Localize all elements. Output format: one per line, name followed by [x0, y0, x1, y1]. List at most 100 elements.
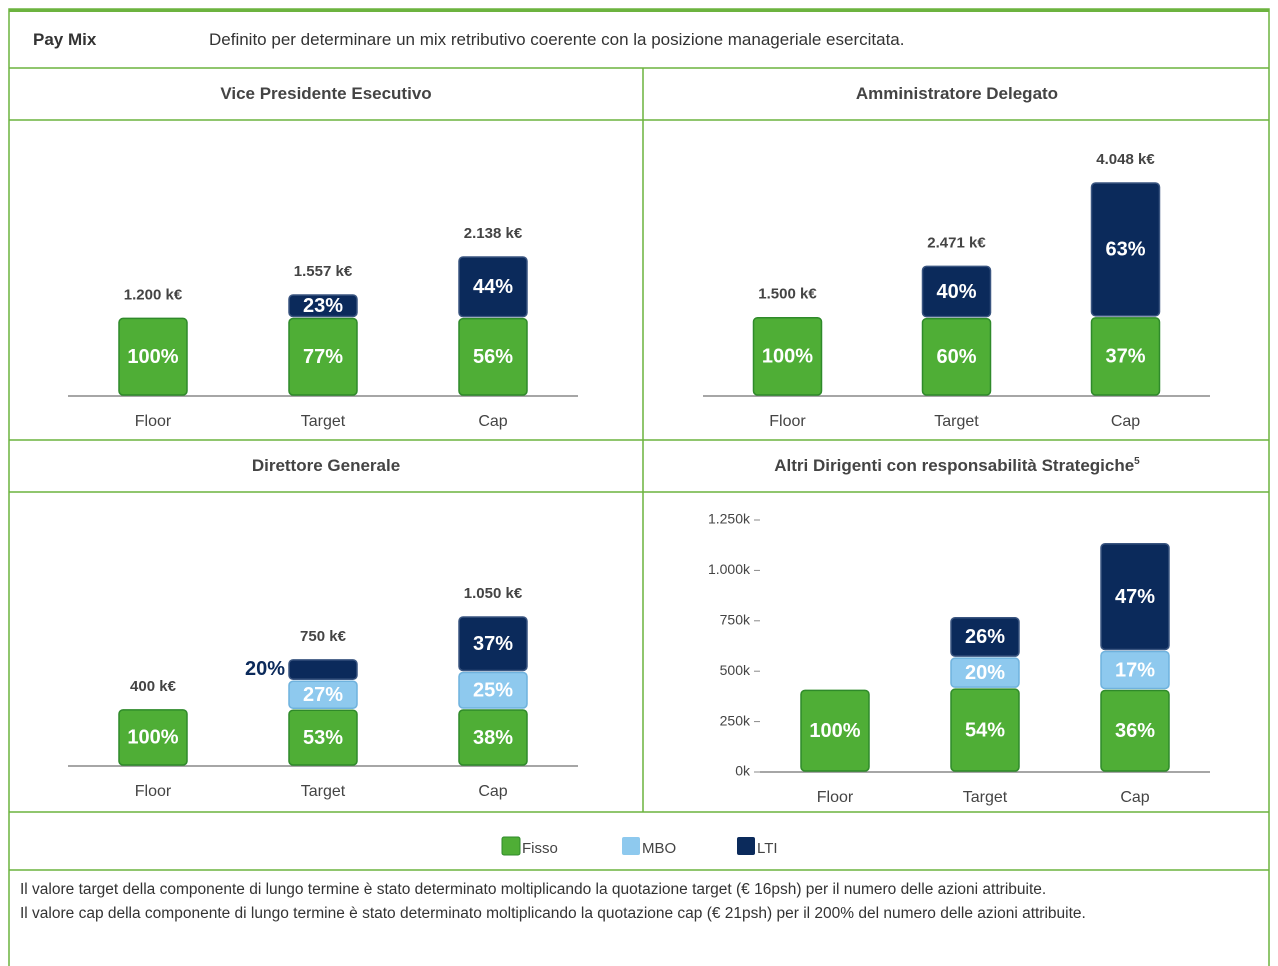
- bar-segment: [458, 616, 528, 672]
- total-label: 2.138 k€: [464, 225, 523, 242]
- value-label: 26%: [965, 626, 1005, 648]
- bar-segment: [288, 317, 358, 396]
- total-label: 2.471 k€: [927, 234, 986, 251]
- value-label: 44%: [473, 276, 513, 298]
- legend-label: LTI: [757, 840, 778, 857]
- chart-title: Altri Dirigenti con responsabilità Strat…: [774, 456, 1140, 476]
- chart-title: Vice Presidente Esecutivo: [220, 84, 431, 103]
- x-tick-label: Cap: [1111, 413, 1140, 430]
- title-note: 5: [1134, 456, 1140, 467]
- value-label: 53%: [303, 727, 343, 749]
- value-label: 100%: [809, 720, 860, 742]
- legend-swatch: [501, 836, 521, 856]
- legend-label: Fisso: [522, 840, 558, 857]
- value-label: 36%: [1115, 720, 1155, 742]
- title-text: Amministratore Delegato: [856, 84, 1058, 103]
- value-label: 27%: [303, 684, 343, 706]
- value-label: 23%: [303, 295, 343, 317]
- bar-segment: [1090, 317, 1161, 396]
- x-tick-label: Floor: [135, 413, 172, 430]
- value-label: 56%: [473, 346, 513, 368]
- bar-segment: [1100, 543, 1170, 651]
- title-text: Direttore Generale: [252, 456, 400, 475]
- chart-title: Direttore Generale: [252, 456, 400, 475]
- bar-segment: [950, 657, 1020, 688]
- header-text: Definito per determinare un mix retribut…: [209, 30, 905, 49]
- value-label: 63%: [1105, 239, 1145, 261]
- y-tick-label: 250k: [720, 712, 751, 728]
- bar-segment: [458, 671, 528, 709]
- title-text: Altri Dirigenti con responsabilità Strat…: [774, 456, 1134, 475]
- value-label: 77%: [303, 346, 343, 368]
- bar-segment: [950, 617, 1020, 657]
- total-label: 4.048 k€: [1096, 151, 1155, 168]
- x-tick-label: Target: [301, 783, 346, 800]
- bar-segment: [800, 689, 870, 772]
- total-label: 1.050 k€: [464, 585, 523, 602]
- value-label: 100%: [127, 727, 178, 749]
- total-label: 400 k€: [130, 678, 177, 695]
- legend-swatch: [622, 837, 640, 855]
- x-tick-label: Floor: [817, 789, 854, 806]
- value-label: 17%: [1115, 659, 1155, 681]
- value-label: 40%: [936, 281, 976, 303]
- title-text: Vice Presidente Esecutivo: [220, 84, 431, 103]
- bar-segment: [458, 256, 528, 318]
- x-tick-label: Target: [934, 413, 979, 430]
- bar-segment: [288, 294, 358, 318]
- footnote: Il valore target della componente di lun…: [20, 878, 1258, 926]
- bar-segment: [752, 316, 823, 396]
- x-tick-label: Target: [963, 789, 1008, 806]
- value-label: 25%: [473, 680, 513, 702]
- x-tick-label: Cap: [478, 783, 507, 800]
- total-label: 750 k€: [300, 628, 347, 645]
- bar-segment: [950, 688, 1020, 772]
- value-label: 47%: [1115, 586, 1155, 608]
- total-label: 1.200 k€: [124, 286, 183, 303]
- value-label: 38%: [473, 727, 513, 749]
- total-label: 1.500 k€: [758, 286, 817, 303]
- x-tick-label: Cap: [1120, 789, 1149, 806]
- value-label: 60%: [936, 346, 976, 368]
- y-tick-label: 1.250k: [708, 511, 751, 527]
- legend-label: MBO: [642, 840, 676, 857]
- bar-segment: [921, 265, 992, 318]
- value-label: 20%: [965, 662, 1005, 684]
- bar-segment: [288, 709, 358, 766]
- borders: [8, 8, 1270, 966]
- bar-segment: [458, 317, 528, 396]
- bar-segment: [921, 317, 992, 396]
- chart-title: Amministratore Delegato: [856, 84, 1058, 103]
- outer-border: [8, 8, 1270, 966]
- y-tick-label: 1.000k: [708, 561, 751, 577]
- value-label: 37%: [473, 633, 513, 655]
- footnote-line: Il valore cap della componente di lungo …: [20, 905, 1086, 922]
- x-tick-label: Cap: [478, 413, 507, 430]
- total-label: 1.557 k€: [294, 263, 353, 280]
- x-tick-label: Floor: [135, 783, 172, 800]
- bar-segment: [1100, 689, 1170, 772]
- header-label: Pay Mix: [33, 30, 97, 49]
- y-tick-label: 750k: [720, 612, 751, 628]
- legend-swatch: [737, 837, 755, 855]
- bar-segment: [118, 709, 188, 766]
- bar-segment: [1090, 182, 1161, 317]
- value-label: 100%: [762, 346, 813, 368]
- y-tick-label: 500k: [720, 662, 751, 678]
- bar-segment: [118, 317, 188, 396]
- x-tick-label: Floor: [769, 413, 806, 430]
- value-label: 54%: [965, 719, 1005, 741]
- top-band: [9, 9, 1269, 12]
- x-tick-label: Target: [301, 413, 346, 430]
- bar-segment: [288, 680, 358, 709]
- bar-segment: [458, 709, 528, 766]
- bar-segment: [1100, 650, 1170, 690]
- y-tick-label: 0k: [735, 763, 751, 779]
- value-label: 100%: [127, 346, 178, 368]
- bar-segment: [288, 659, 358, 681]
- value-label: 37%: [1105, 346, 1145, 368]
- footnote-line: Il valore target della componente di lun…: [20, 881, 1047, 898]
- value-label: 20%: [245, 658, 285, 680]
